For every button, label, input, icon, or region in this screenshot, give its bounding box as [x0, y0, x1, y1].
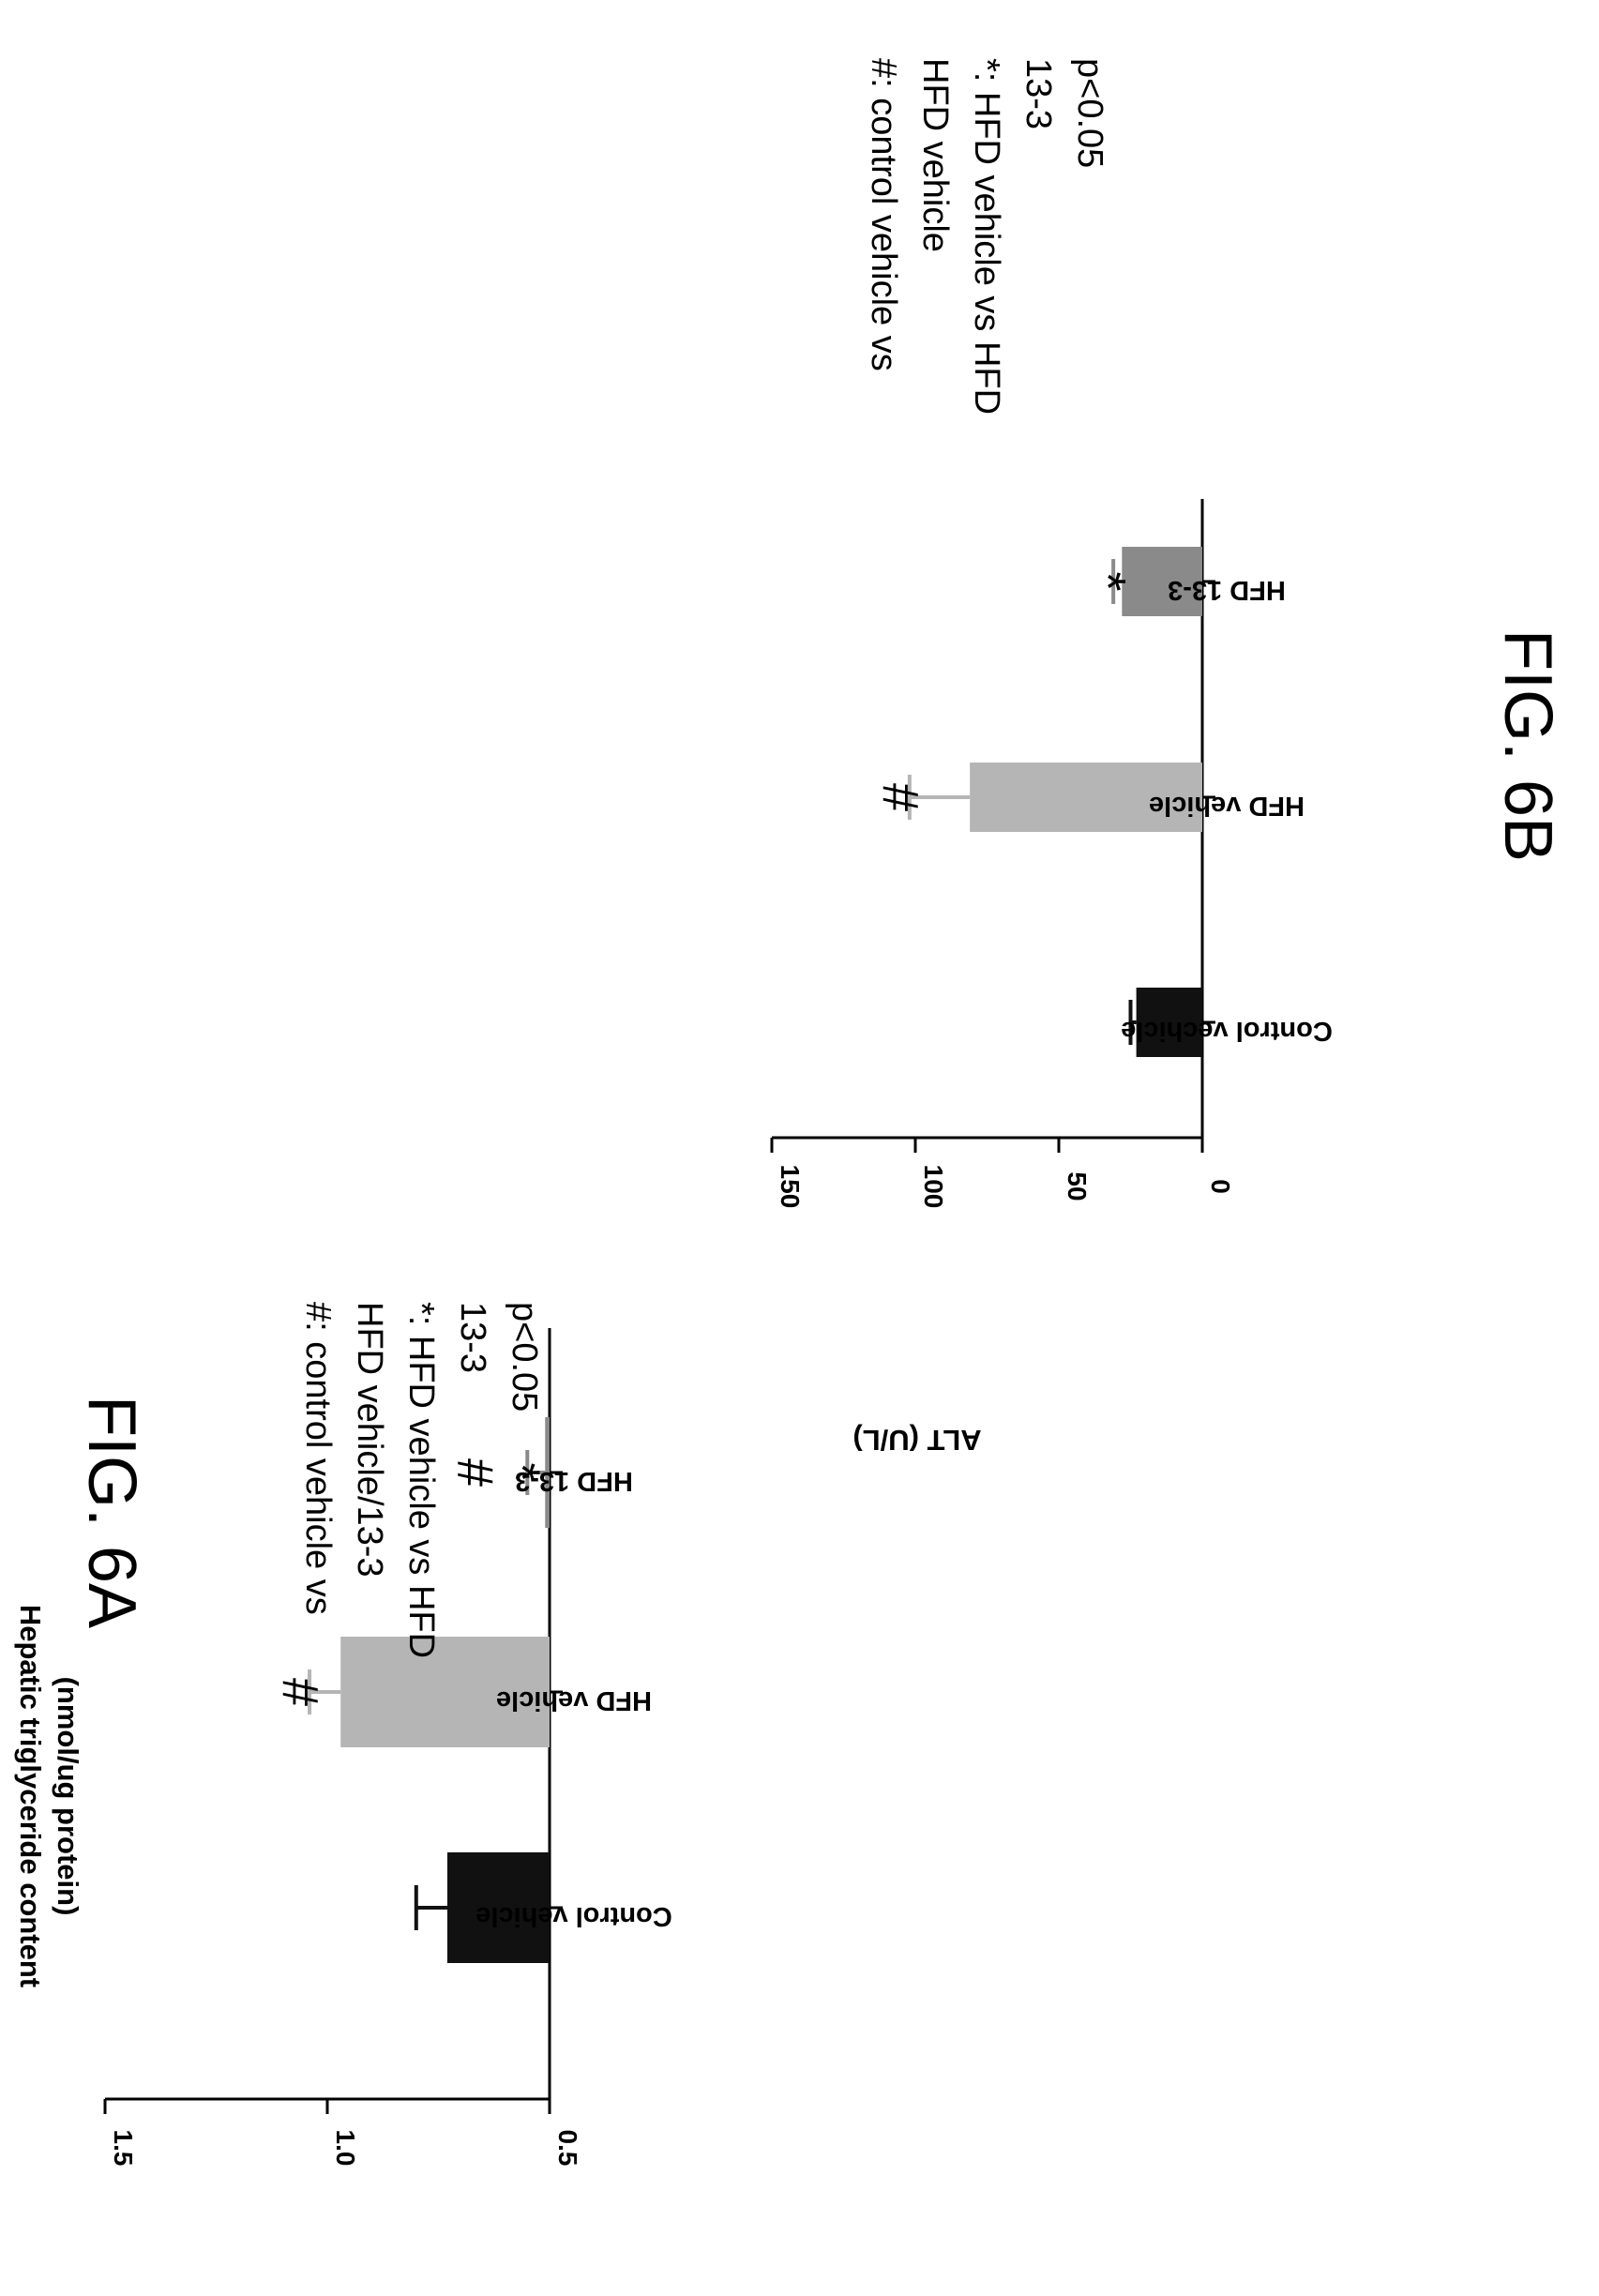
- chart-6a-ylabel-line2: (nmol/ug protein): [52, 1677, 84, 1916]
- chart-6a-ylabel-line1: Hepatic triglyceride content: [14, 1605, 47, 1987]
- chart-6b-note-line: p<0.05: [1070, 58, 1109, 168]
- chart-6a-bar: [340, 1637, 550, 1747]
- chart-6a-tick-label: 0.5: [553, 2130, 582, 2167]
- chart-6a-significance-mark: *: [493, 1462, 550, 1482]
- chart-6b-category-label: Control vechicle: [1121, 1016, 1333, 1046]
- chart-6a-tick-label: 1.5: [109, 2130, 138, 2167]
- fig-6b-label: FIG. 6B: [1490, 629, 1565, 862]
- chart-6b-ylabel: ALT (U/L): [852, 1424, 981, 1457]
- chart-6a-category-label: HFD 13-3: [515, 1466, 633, 1496]
- chart-6b-tick-label: 50: [1063, 1171, 1092, 1201]
- chart-6b: 150 100 50 0 Control vechicle HFD vehicle # HFD…: [770, 499, 1333, 1209]
- chart-6a-bar: [545, 1417, 550, 1528]
- chart-6a-significance-mark: #: [272, 1678, 328, 1706]
- chart-6b-note-line: HFD vehicle: [915, 58, 955, 252]
- chart-6b-bar: [970, 763, 1202, 832]
- chart-6a-note-line: p<0.05: [505, 1302, 544, 1412]
- chart-6a-note-line: *: HFD vehicle vs HFD: [401, 1302, 441, 1658]
- chart-6b-note-line: #: control vehicle vs: [864, 58, 903, 371]
- chart-6b-tick-label: 0: [1206, 1179, 1235, 1194]
- chart-6b-note-line: *: HFD vehicle vs HFD: [967, 58, 1006, 415]
- chart-6b-significance-mark: #: [872, 783, 928, 811]
- chart-6b-note-line: 13-3: [1018, 58, 1058, 129]
- chart-6a-category-label: Control vehicle: [475, 1901, 672, 1931]
- chart-6b-bar: [1122, 547, 1202, 616]
- chart-6b-legend-note: #: control vehicle vs HFD vehicle *: HFD…: [864, 58, 1109, 415]
- chart-6a: 1.5 1.0 0.5 Control vehicle HFD vehicle # HFD …: [103, 1328, 672, 2167]
- chart-6a-significance-mark: #: [446, 1458, 503, 1487]
- chart-6b-tick-label: 100: [919, 1165, 948, 1209]
- chart-6a-legend-note: #: control vehicle vs HFD vehicle/13-3 *…: [298, 1302, 544, 1658]
- chart-6a-note-line: #: control vehicle vs: [298, 1302, 338, 1615]
- chart-6a-bar: [446, 1852, 550, 1963]
- chart-6b-significance-mark: *: [1079, 571, 1136, 591]
- chart-6a-category-label: HFD vehicle: [496, 1685, 652, 1715]
- chart-6a-tick-label: 1.0: [331, 2130, 360, 2167]
- chart-6b-bar: [1136, 988, 1202, 1057]
- fig-6a-label: FIG. 6A: [74, 1396, 149, 1628]
- chart-6b-category-label: HFD vehicle: [1149, 791, 1305, 821]
- chart-6a-note-line: 13-3: [453, 1302, 492, 1373]
- chart-6a-note-line: HFD vehicle/13-3: [350, 1302, 389, 1578]
- chart-6b-tick-label: 150: [776, 1165, 805, 1209]
- chart-6b-category-label: HFD 13-3: [1168, 575, 1286, 605]
